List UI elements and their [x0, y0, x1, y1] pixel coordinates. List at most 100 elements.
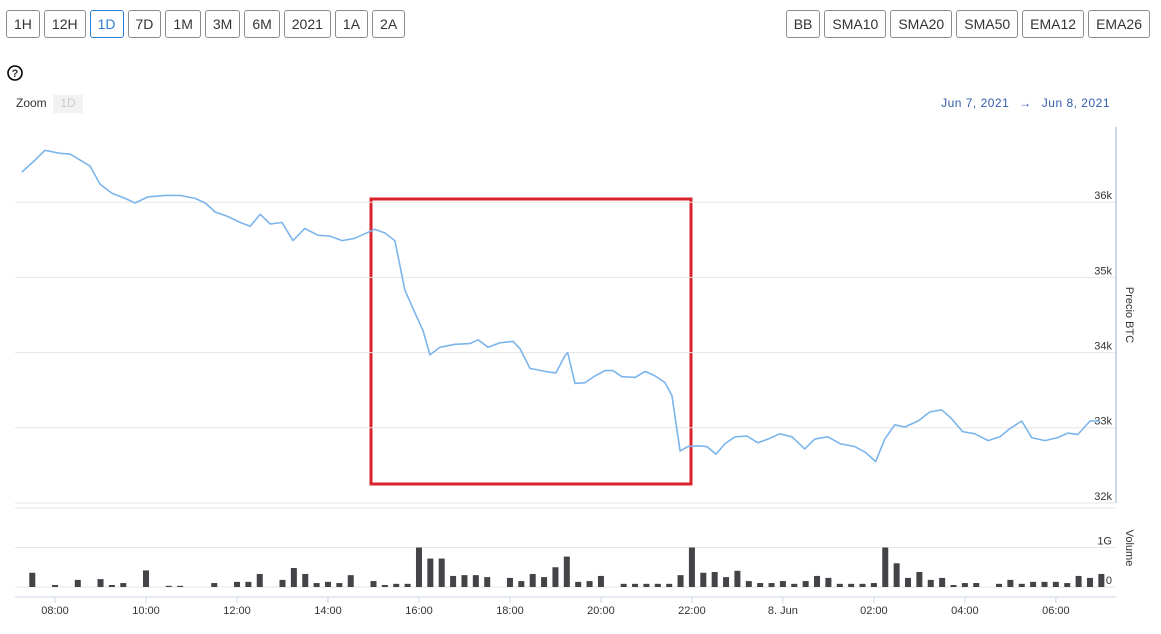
volume-bar — [336, 583, 343, 587]
volume-bar — [404, 583, 411, 587]
volume-bar — [97, 579, 104, 587]
volume-bar — [734, 570, 741, 587]
volume-bar — [427, 558, 434, 587]
zoom-label: Zoom — [16, 96, 47, 110]
zoom-button-bg[interactable] — [53, 95, 83, 113]
volume-bar — [518, 581, 525, 587]
volume-bar — [1086, 577, 1093, 587]
volume-bar — [950, 585, 957, 587]
volume-bar — [745, 581, 752, 587]
date-range: Jun 7, 2021 → Jun 8, 2021 — [941, 96, 1110, 110]
button[interactable]: SMA50 — [956, 10, 1019, 38]
x-tick-label: 02:00 — [860, 605, 888, 617]
volume-bar — [563, 556, 570, 587]
button[interactable]: EMA26 — [1088, 10, 1150, 38]
volume-bar — [1098, 573, 1105, 587]
y-tick-label: 36k — [1094, 190, 1112, 202]
button[interactable]: SMA10 — [824, 10, 887, 38]
button[interactable]: 2021 — [283, 10, 331, 38]
volume-bar — [905, 577, 912, 587]
volume-bar — [723, 577, 730, 587]
button[interactable]: EMA12 — [1022, 10, 1085, 38]
volume-bar — [1030, 581, 1037, 587]
volume-bar — [450, 575, 457, 587]
volume-bar — [825, 577, 832, 587]
button[interactable]: 1D — [89, 10, 124, 38]
volume-bar — [802, 581, 809, 587]
volume-bar — [814, 575, 821, 587]
volume-bar — [313, 583, 320, 587]
x-tick-label: 16:00 — [405, 605, 433, 617]
volume-bar — [529, 573, 536, 587]
date-to: Jun 8, 2021 — [1042, 96, 1110, 110]
x-tick-label: 04:00 — [951, 605, 979, 617]
volume-bar — [256, 573, 263, 587]
volume-bar — [290, 568, 297, 587]
volume-bar — [995, 583, 1002, 587]
y-axis-label: Volume — [1123, 530, 1135, 567]
y-tick-label: 0 — [1106, 575, 1112, 587]
button[interactable]: 6M — [244, 10, 280, 38]
volume-bar — [654, 583, 661, 587]
volume-bar — [52, 585, 59, 587]
x-tick-label: 08:00 — [41, 605, 69, 617]
volume-bar — [882, 547, 889, 587]
volume-bar — [506, 577, 513, 587]
x-tick-label: 8. Jun — [768, 605, 798, 617]
volume-bar — [472, 575, 479, 587]
volume-bar — [302, 573, 309, 587]
volume-bar — [552, 567, 559, 587]
volume-bar — [711, 571, 718, 587]
button[interactable]: 2A — [372, 10, 406, 38]
volume-bar — [870, 583, 877, 587]
volume-bar — [415, 547, 422, 587]
volume-bar — [211, 583, 218, 587]
volume-bar — [848, 583, 855, 587]
volume-bar — [939, 577, 946, 587]
x-tick-label: 18:00 — [496, 605, 524, 617]
x-tick-label: 12:00 — [223, 605, 251, 617]
volume-bar — [973, 583, 980, 587]
volume-bar — [370, 581, 377, 587]
volume-bar — [916, 571, 923, 587]
volume-bar — [700, 572, 707, 587]
help-icon[interactable]: ? — [12, 68, 19, 80]
help-icon-circle[interactable] — [7, 65, 23, 81]
volume-bar — [381, 585, 388, 587]
zoom-button[interactable]: 1D — [60, 96, 76, 110]
volume-bar — [1052, 581, 1059, 587]
volume-bar — [541, 577, 548, 587]
volume-bar — [768, 583, 775, 587]
volume-bar — [484, 577, 491, 587]
volume-bar — [108, 585, 115, 587]
button[interactable]: 7D — [127, 10, 162, 38]
y-tick-label: 34k — [1094, 341, 1112, 353]
range-buttons: 1H 12H 1D 7D 1M 3M 6M 2021 1A 2A — [6, 10, 406, 38]
volume-bar — [29, 572, 36, 587]
volume-bar — [234, 581, 241, 587]
button[interactable]: 3M — [204, 10, 241, 38]
button[interactable]: 12H — [43, 10, 86, 38]
button[interactable]: 1M — [165, 10, 201, 38]
volume-bar — [120, 583, 127, 587]
volume-bar — [643, 583, 650, 587]
volume-bar — [324, 581, 331, 587]
button[interactable]: 1A — [334, 10, 369, 38]
volume-bar — [859, 583, 866, 587]
volume-bar — [347, 575, 354, 587]
volume-bar — [1064, 583, 1071, 587]
x-tick-label: 06:00 — [1042, 605, 1070, 617]
volume-bar — [1075, 575, 1082, 587]
volume-bar — [632, 583, 639, 587]
date-from: Jun 7, 2021 — [941, 96, 1009, 110]
button[interactable]: SMA20 — [890, 10, 953, 38]
x-tick-label: 14:00 — [314, 605, 342, 617]
button[interactable]: 1H — [6, 10, 40, 38]
y-axis-label: Precio BTC — [1123, 287, 1135, 343]
date-arrow: → — [1019, 96, 1032, 110]
volume-bar — [438, 558, 445, 587]
button[interactable]: BB — [785, 10, 821, 38]
volume-bar — [74, 579, 81, 587]
y-tick-label: 33k — [1094, 416, 1112, 428]
